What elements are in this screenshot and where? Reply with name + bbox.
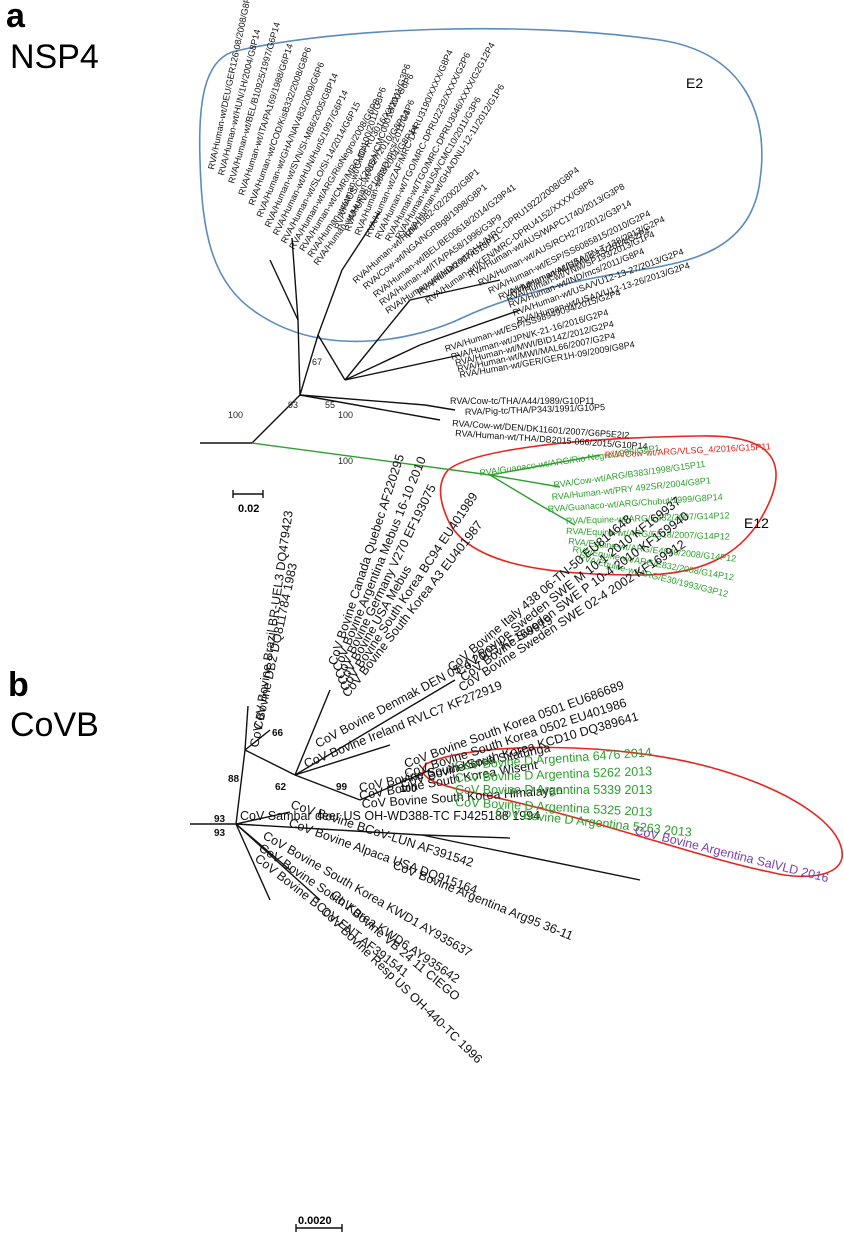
panel-a-title: NSP4 — [10, 38, 99, 76]
cluster-e2-label: E2 — [686, 75, 703, 91]
panel-a-bovine-leaves: RVA/Cow-tc/THA/A44/1989/G10P11 RVA/Pig-t… — [450, 396, 648, 451]
cluster-e2-outline — [198, 27, 763, 343]
bootstrap-a-3: 55 — [325, 400, 335, 410]
bootstrap-b-6: 93 — [214, 828, 226, 839]
cluster-argentina-outline — [422, 746, 843, 878]
panel-a-letter: a — [6, 0, 26, 35]
panel-b-title: CoVB — [10, 706, 99, 744]
leaf-label: RVA/Pig-tc/THA/P343/1991/G10P5 — [465, 402, 606, 417]
cluster-e12-outline — [439, 435, 777, 576]
bootstrap-a-2: 67 — [312, 357, 322, 367]
panel-a-branches — [200, 211, 521, 444]
panel-b-letter: b — [8, 666, 29, 704]
bootstrap-a-6: 100 — [338, 456, 353, 466]
bootstrap-b-4: 99 — [336, 782, 348, 793]
bootstrap-a-1: 93 — [288, 400, 298, 410]
bootstrap-b-2: 66 — [272, 728, 284, 739]
panel-b-branches — [190, 679, 641, 901]
bootstrap-b-7: 100 — [400, 784, 417, 795]
cluster-e12-label: E12 — [744, 515, 769, 531]
leaf-label-purple: CoV Bovine Argentina SalVLD 2016 — [633, 823, 830, 885]
bootstrap-a-4: 100 — [228, 410, 243, 420]
panel-b-scale-label: 0.0020 — [298, 1215, 332, 1227]
panel-b-green-leaves: CoV Bovine D Argentina 6476 2014 CoV Bov… — [454, 745, 692, 839]
bootstrap-b-1: 88 — [228, 774, 240, 785]
bootstrap-b-5: 93 — [214, 814, 226, 825]
panel-a-scale-label: 0.02 — [238, 503, 259, 515]
panel-b-scale-bar: 0.0020 — [295, 1215, 343, 1232]
bootstrap-a-5: 100 — [338, 410, 353, 420]
panel-a-scale-bar: 0.02 — [232, 490, 264, 515]
bootstrap-b-3: 62 — [275, 782, 287, 793]
panel-a: a NSP4 E2 E12 — [6, 0, 777, 599]
leaf-label: CoV Bovine D Argentina 5262 2013 — [455, 764, 653, 785]
leaf-label: CoV Bovine Resp US OH-440-TC 1996 — [318, 904, 485, 1066]
panel-a-green-branches — [251, 442, 601, 526]
leaf-label: CoV Sambar deer US OH-WD388-TC FJ425188 … — [240, 809, 540, 823]
panel-a-upper-leaves: RVA/Human-wt/DEU/GER126-08/2008/G8P14 RV… — [206, 0, 691, 326]
leaf-label: RVA/Cow-tc/THA/A44/1989/G10P11 — [450, 396, 595, 406]
panel-b-bottom-leaves: CoV Bovine BCoV-LUN AF391542 CoV Bovine … — [252, 798, 575, 1067]
leaf-label: CoV Bovine D Argentina 5339 2013 — [455, 783, 652, 797]
